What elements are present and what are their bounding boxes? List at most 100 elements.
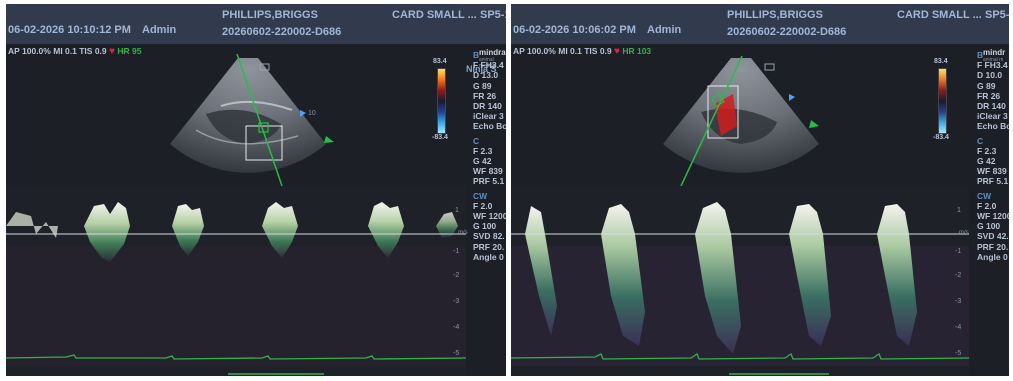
imaging-parameters: B F FH3.4 D 10.0 G 89 FR 26 DR 140 iClea…	[977, 50, 1009, 262]
date-time: 06-02-2026 10:10:12 PM	[8, 24, 131, 36]
cw-param: Angle 0	[473, 251, 504, 262]
doppler-tick: 1	[957, 207, 961, 214]
operator-name: Admin	[647, 24, 682, 36]
c-param: F 2.3	[977, 145, 997, 156]
cw-param: G 100	[977, 221, 1001, 232]
sample-gate	[258, 122, 269, 133]
brand-logo: mindray animal medical	[479, 48, 506, 69]
depth-marker-icon	[789, 94, 795, 101]
doppler-waveforms	[6, 202, 458, 262]
c-mode-title: C	[473, 135, 480, 146]
cw-param: G 100	[473, 221, 497, 232]
ultrasound-screen-left: PHILLIPS,BRIGGS CARD SMALL ... SP5-1 06-…	[6, 4, 506, 376]
patient-name: PHILLIPS,BRIGGS	[222, 9, 318, 21]
focus-marker-icon	[324, 136, 334, 143]
study-id: 20260602-220002-D686	[727, 26, 847, 38]
b-param: Echo Bo	[473, 121, 506, 132]
cw-param: WF 1200	[977, 211, 1009, 222]
acoustic-power: AP 100.0%	[513, 46, 556, 56]
sample-gate	[710, 93, 725, 108]
exam-preset: CARD SMALL ...	[897, 9, 982, 21]
b-mode-image	[170, 53, 334, 186]
cw-mode-title: CW	[977, 190, 992, 201]
cw-cursor-line	[236, 53, 283, 186]
b-mode-image	[663, 55, 819, 186]
focus-marker-icon	[809, 120, 819, 128]
heart-icon: ♥	[109, 46, 115, 57]
b-param: DR 140	[473, 101, 502, 112]
doppler-unit-label: m/s	[959, 230, 969, 236]
imaging-parameters: B F FH3.4 D 13.0 G 89 FR 26 DR 140 iClea…	[473, 50, 506, 262]
c-mode-title: C	[977, 135, 984, 146]
heart-rate: HR 95	[117, 46, 142, 56]
acoustic-power: AP 100.0%	[8, 46, 51, 56]
probe-label: Ninja S	[466, 64, 497, 74]
b-param: G 89	[977, 80, 996, 91]
c-param: G 42	[473, 156, 492, 167]
doppler-unit-label: m/s	[458, 230, 468, 236]
doppler-tick: -4	[453, 324, 460, 331]
probe-orientation-icon	[764, 63, 775, 71]
cw-param: Angle 0	[977, 251, 1008, 262]
probe-orientation-icon	[259, 63, 270, 71]
doppler-tick: 1	[455, 207, 459, 214]
date-time: 06-02-2026 10:06:02 PM	[513, 24, 636, 36]
b-param: D 13.0	[473, 70, 499, 81]
operator-name: Admin	[142, 24, 177, 36]
mechanical-index: MI 0.1	[53, 46, 77, 56]
color-scale-bar	[437, 68, 446, 134]
doppler-tick: -3	[955, 298, 962, 305]
patient-name: PHILLIPS,BRIGGS	[727, 9, 823, 21]
b-param: FR 26	[473, 90, 497, 101]
ecg-trace	[511, 353, 969, 360]
doppler-tick: -3	[453, 298, 460, 305]
c-param: WF 839	[977, 166, 1007, 177]
cw-param: WF 1200	[473, 211, 506, 222]
b-param: iClear 3	[977, 111, 1008, 122]
depth-marker-icon	[300, 110, 306, 117]
cardiac-chamber	[206, 109, 281, 144]
b-param: DR 140	[977, 101, 1006, 112]
cw-param: SVD 42.	[977, 231, 1009, 242]
exam-preset: CARD SMALL ...	[392, 9, 477, 21]
b-param: Echo Bo	[977, 121, 1009, 132]
c-param: PRF 5.1	[977, 176, 1009, 187]
color-scale-min: -83.4	[933, 134, 949, 141]
doppler-tick: -5	[453, 350, 460, 357]
color-box	[707, 85, 739, 139]
ecg-trace	[6, 354, 466, 360]
b-param: FR 26	[977, 90, 1001, 101]
cw-param: SVD 82.	[473, 231, 505, 242]
b-param: F FH3.4	[977, 60, 1008, 71]
c-param: WF 839	[473, 166, 503, 177]
doppler-tick: -5	[955, 350, 962, 357]
color-scale-max: 83.4	[433, 58, 447, 65]
b-mode-title: B	[977, 50, 984, 60]
cw-mode-title: CW	[473, 190, 488, 201]
b-param: G 89	[473, 80, 492, 91]
doppler-tick: -4	[955, 324, 962, 331]
thermal-index: TIS 0.9	[79, 46, 107, 56]
c-param: PRF 5.1	[473, 176, 505, 187]
doppler-tick: -2	[453, 272, 460, 279]
acoustic-status: AP 100.0% MI 0.1 TIS 0.9 ♥ HR 103	[513, 46, 651, 57]
color-flow-jet	[715, 94, 737, 136]
b-param: D 10.0	[977, 70, 1003, 81]
probe-name: SP5-1	[985, 9, 1009, 21]
c-param: F 2.3	[473, 145, 493, 156]
depth-marker-label: 10	[308, 110, 316, 117]
study-id: 20260602-220002-D686	[222, 26, 342, 38]
cw-param: PRF 20.	[473, 241, 505, 252]
doppler-waveforms	[525, 202, 917, 354]
color-box	[245, 125, 283, 161]
cw-cursor-line	[680, 55, 743, 186]
doppler-tick: -2	[955, 272, 962, 279]
cw-param: F 2.0	[977, 200, 997, 211]
b-param: F FH3.4	[473, 60, 504, 71]
header-bar: PHILLIPS,BRIGGS CARD SMALL ... SP5-1 06-…	[511, 4, 1009, 44]
b-mode-title: B	[473, 50, 480, 60]
c-param: G 42	[977, 156, 996, 167]
cw-param: F 2.0	[473, 200, 493, 211]
color-scale-min: -83.4	[432, 134, 448, 141]
probe-name: SP5-1	[480, 9, 506, 21]
